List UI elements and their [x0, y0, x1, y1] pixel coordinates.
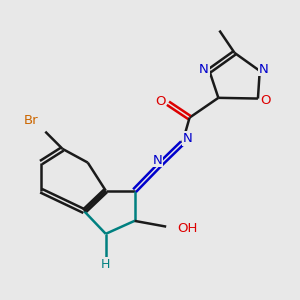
Text: N: N: [183, 132, 193, 145]
Text: H: H: [101, 258, 110, 271]
Text: Br: Br: [24, 114, 38, 128]
Text: N: N: [259, 63, 268, 76]
Text: N: N: [152, 154, 162, 166]
Text: N: N: [199, 63, 209, 76]
Text: O: O: [261, 94, 271, 107]
Text: OH: OH: [177, 222, 197, 235]
Text: O: O: [155, 95, 165, 108]
